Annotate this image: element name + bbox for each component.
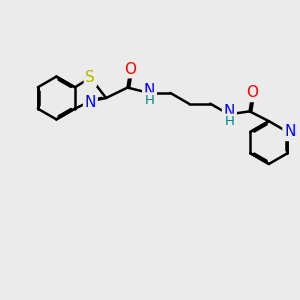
Text: N: N <box>144 83 155 98</box>
Text: H: H <box>224 115 234 128</box>
Text: O: O <box>247 85 259 100</box>
Text: N: N <box>284 124 296 140</box>
Text: O: O <box>124 62 136 77</box>
Text: H: H <box>145 94 154 107</box>
Text: N: N <box>85 95 96 110</box>
Text: S: S <box>85 70 95 85</box>
Text: N: N <box>224 104 235 119</box>
